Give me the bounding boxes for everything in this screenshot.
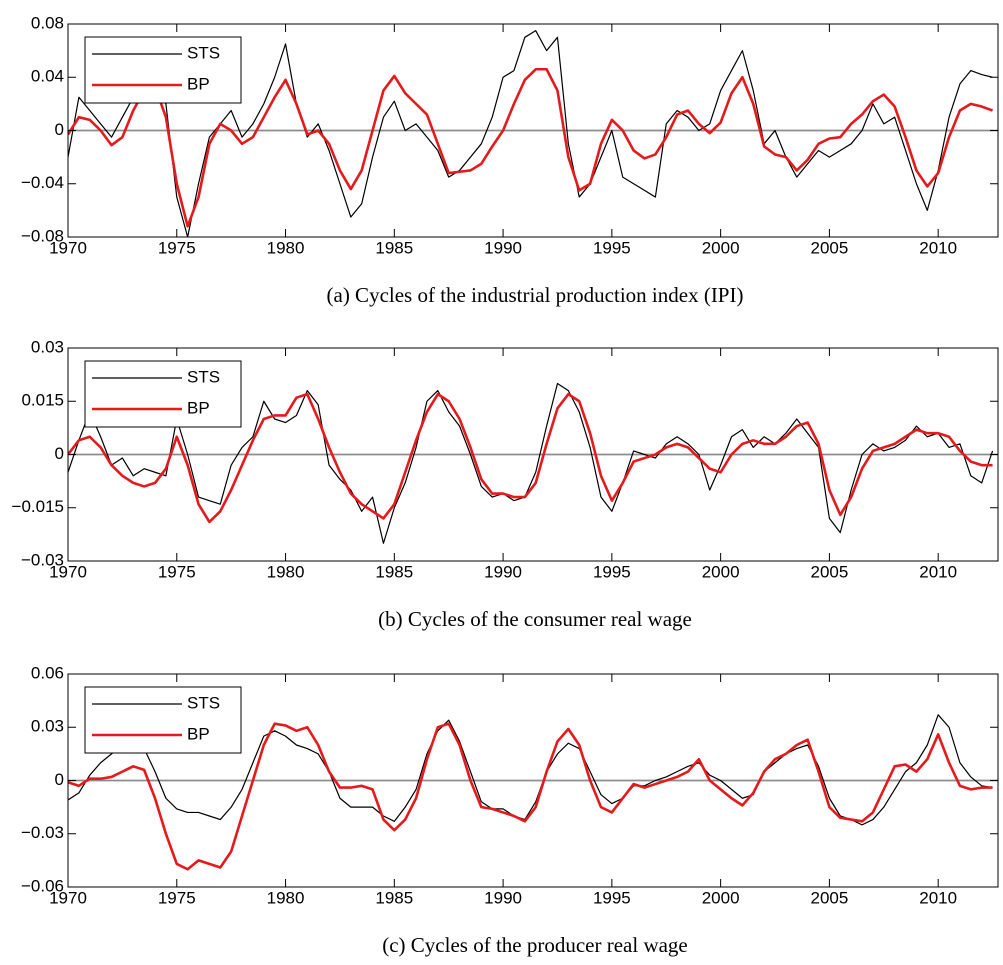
x-tick-label: 1995 (593, 562, 631, 581)
x-tick-label: 2005 (810, 562, 848, 581)
x-tick-label: 1985 (375, 562, 413, 581)
y-tick-label: 0.08 (31, 13, 64, 32)
y-tick-label: −0.08 (21, 226, 64, 245)
y-tick-label: 0.015 (21, 391, 64, 410)
legend-label: BP (187, 74, 210, 93)
x-tick-label: 1985 (375, 238, 413, 257)
legend-label: STS (187, 693, 220, 712)
x-tick-label: 1975 (158, 238, 196, 257)
panel: −0.08 −0.04 0 0.04 0.08 1970 1975 1980 1985 1990 1… (21, 13, 999, 307)
caption: (b) Cycles of the consumer real wage (378, 607, 692, 631)
x-tick-label: 1990 (484, 562, 522, 581)
x-tick-label: 1980 (267, 562, 305, 581)
caption: (a) Cycles of the industrial production … (327, 283, 744, 307)
y-tick-label: 0.04 (31, 67, 64, 86)
x-tick-label: 2000 (702, 238, 740, 257)
x-tick-label: 1970 (49, 888, 87, 907)
y-tick-label: 0 (55, 770, 64, 789)
series-line (68, 30, 993, 237)
plot-lines (68, 714, 993, 871)
x-tick-label: 1975 (158, 888, 196, 907)
series-line (68, 722, 993, 871)
x-tick-label: 1980 (267, 888, 305, 907)
caption: (c) Cycles of the producer real wage (382, 933, 688, 957)
x-tick-label: 2010 (919, 238, 957, 257)
x-tick-label: 1980 (267, 238, 305, 257)
y-tick-label: −0.04 (21, 173, 64, 192)
series-line (68, 392, 993, 524)
series-line (68, 382, 994, 544)
y-tick-label: 0.06 (31, 663, 64, 682)
panel: −0.06 −0.03 0 0.03 0.06 1970 1975 1980 1985 1990 1… (21, 663, 999, 957)
plot-lines (68, 30, 994, 237)
x-tick-label: 2010 (919, 562, 957, 581)
x-tick-label: 1995 (593, 888, 631, 907)
y-tick-label: −0.06 (21, 876, 64, 895)
legend-box (84, 36, 242, 104)
legend-label: BP (187, 398, 210, 417)
x-tick-label: 1995 (593, 238, 631, 257)
x-tick-label: 1970 (49, 562, 87, 581)
legend-box (84, 360, 242, 428)
y-tick-label: −0.015 (12, 497, 64, 516)
legend-label: BP (187, 724, 210, 743)
series-line (68, 714, 993, 826)
x-tick-label: 1975 (158, 562, 196, 581)
x-tick-label: 2000 (702, 562, 740, 581)
x-tick-label: 2005 (810, 238, 848, 257)
x-tick-label: 2010 (919, 888, 957, 907)
legend: STS BP (84, 360, 242, 428)
legend-label: STS (187, 367, 220, 386)
legend-label: STS (187, 43, 220, 62)
x-tick-label: 2005 (810, 888, 848, 907)
legend-box (84, 686, 242, 754)
x-tick-label: 1970 (49, 238, 87, 257)
panel: −0.03 −0.015 0 0.015 0.03 1970 1975 1980 1985 199… (12, 337, 999, 631)
x-tick-label: 1990 (484, 238, 522, 257)
y-tick-label: 0.03 (31, 717, 64, 736)
y-tick-label: 0.03 (31, 337, 64, 356)
series-line (68, 67, 994, 228)
y-tick-label: −0.03 (21, 823, 64, 842)
legend: STS BP (84, 686, 242, 754)
y-tick-label: −0.03 (21, 550, 64, 569)
legend: STS BP (84, 36, 242, 104)
x-tick-label: 2000 (702, 888, 740, 907)
x-tick-label: 1990 (484, 888, 522, 907)
y-tick-label: 0 (55, 444, 64, 463)
y-tick-label: 0 (55, 120, 64, 139)
x-tick-label: 1985 (375, 888, 413, 907)
plot-lines (68, 382, 994, 544)
